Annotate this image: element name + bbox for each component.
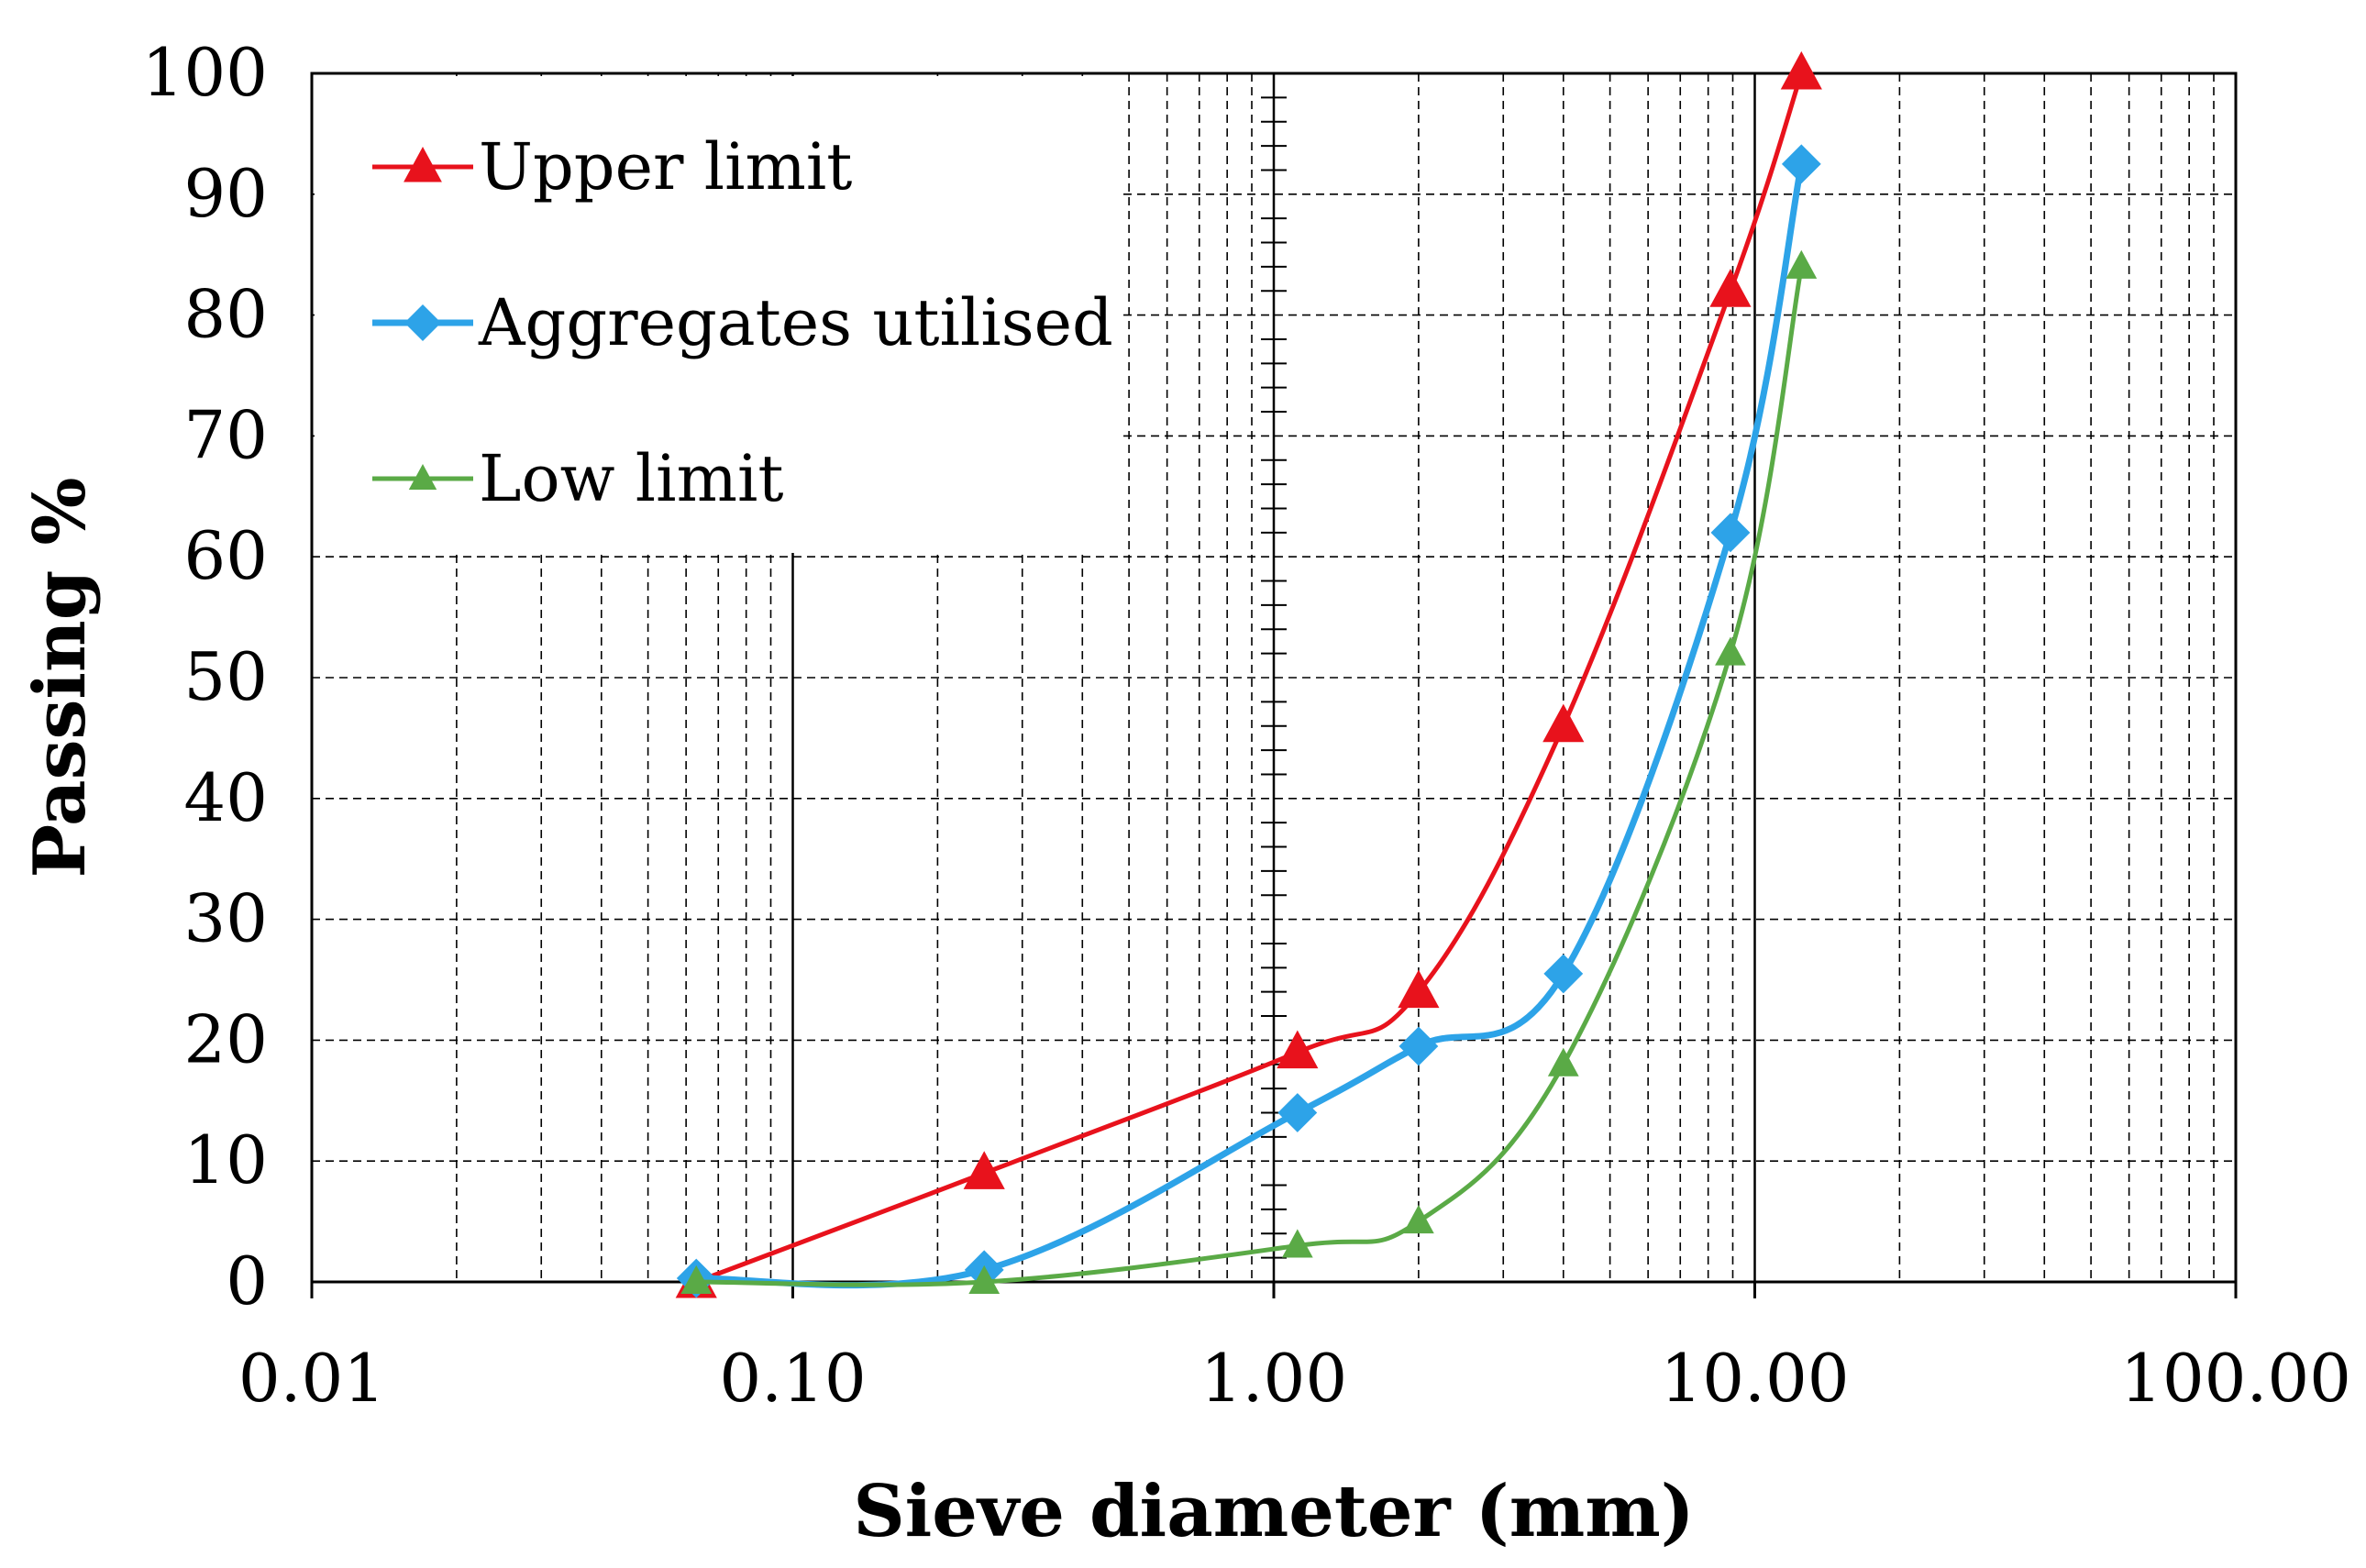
- data-point: [1715, 636, 1746, 666]
- y-tick-label: 70: [183, 396, 268, 473]
- legend-box: [315, 76, 1122, 553]
- data-point: [1543, 954, 1584, 994]
- x-tick-label: 0.01: [238, 1340, 385, 1417]
- data-point: [1547, 1047, 1579, 1077]
- data-point: [1710, 513, 1751, 553]
- data-point: [968, 1264, 1001, 1294]
- x-axis-title: Sieve diameter (mm): [853, 1470, 1694, 1553]
- legend: Upper limit Aggregates utilised Low limi…: [372, 129, 1113, 516]
- legend-item-upper-limit: Upper limit: [372, 129, 852, 204]
- legend-marker-aggregates-utilised: [404, 304, 441, 341]
- grid: [310, 73, 2238, 1298]
- series-group: [675, 50, 1822, 1298]
- data-point: [1281, 1229, 1313, 1258]
- data-point: [1781, 144, 1821, 184]
- data-point: [1709, 269, 1752, 307]
- x-tick-label: 1.00: [1200, 1340, 1347, 1417]
- data-point: [1786, 249, 1818, 279]
- y-tick-label: 100: [142, 34, 268, 111]
- x-tick-label: 100.00: [2120, 1340, 2351, 1417]
- legend-marker-low-limit: [408, 464, 437, 490]
- x-tick-label: 0.10: [719, 1340, 866, 1417]
- y-tick-label: 20: [183, 1000, 268, 1077]
- data-point: [1542, 703, 1585, 743]
- plot-area-border: [310, 72, 2238, 1284]
- tick-labels: 0 10 20 30 40 50 60 70 80 90 100 0.01 0.10 1.00 10.00 1…: [142, 34, 2351, 1417]
- data-point: [1399, 1026, 1439, 1066]
- data-point: [963, 1151, 1005, 1189]
- data-point: [1780, 50, 1822, 90]
- data-point: [1403, 1205, 1434, 1234]
- legend-marker-upper-limit: [404, 147, 442, 182]
- data-point: [1277, 1093, 1318, 1132]
- y-tick-label: 40: [183, 759, 268, 836]
- legend-background: [315, 76, 1122, 553]
- legend-label-upper-limit: Upper limit: [479, 129, 852, 204]
- series-low-limit: [680, 249, 1818, 1294]
- y-tick-label: 80: [183, 276, 268, 353]
- data-point: [1277, 1030, 1319, 1069]
- y-tick-label: 50: [183, 638, 268, 715]
- data-point: [1398, 969, 1440, 1009]
- legend-item-low-limit: Low limit: [372, 441, 783, 516]
- y-tick-label: 0: [226, 1242, 268, 1320]
- y-tick-label: 90: [183, 155, 268, 232]
- data-point: [680, 1264, 713, 1294]
- legend-label-aggregates-utilised: Aggregates utilised: [478, 285, 1113, 360]
- y-tick-label: 10: [183, 1121, 268, 1198]
- x-tick-label: 10.00: [1660, 1340, 1849, 1417]
- y-tick-label: 30: [183, 880, 268, 957]
- y-axis-title: Passing %: [18, 477, 102, 878]
- legend-item-aggregates-utilised: Aggregates utilised: [372, 285, 1113, 360]
- legend-label-low-limit: Low limit: [479, 441, 783, 516]
- y-tick-label: 60: [183, 517, 268, 594]
